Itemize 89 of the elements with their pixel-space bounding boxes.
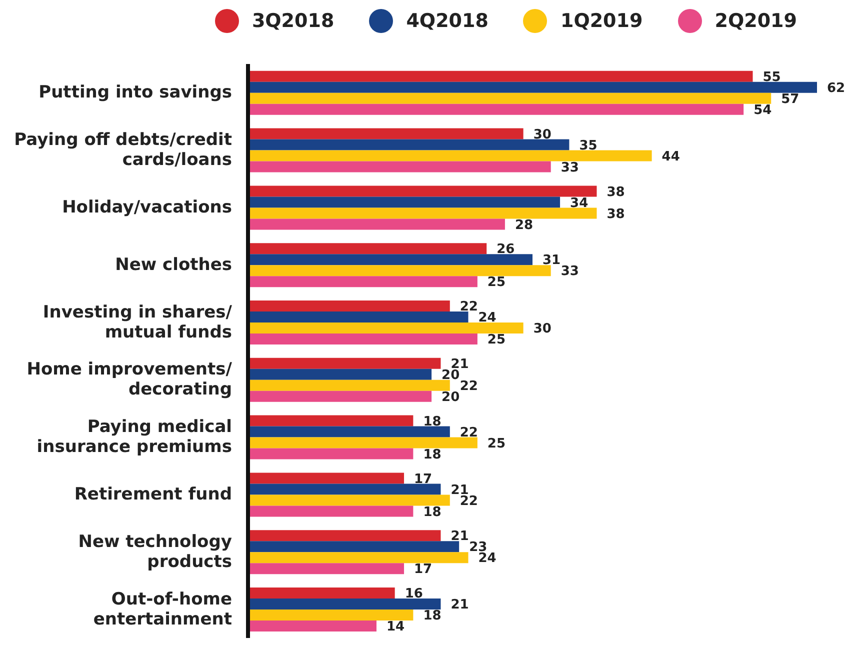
bar bbox=[248, 92, 772, 104]
data-label: 16 bbox=[404, 586, 423, 602]
bar bbox=[248, 380, 450, 391]
y-tick-label: Holiday/vacations bbox=[62, 197, 232, 218]
y-tick-label: New clothes bbox=[115, 254, 232, 275]
legend-label: 1Q2019 bbox=[560, 10, 643, 32]
bar bbox=[248, 161, 551, 172]
data-label: 35 bbox=[579, 138, 598, 154]
bar bbox=[248, 186, 597, 197]
bar bbox=[248, 541, 460, 552]
bar bbox=[248, 587, 395, 598]
data-label: 22 bbox=[460, 300, 478, 315]
y-tick-label: New technology products bbox=[78, 532, 232, 572]
data-label: 33 bbox=[560, 160, 579, 176]
data-label: 18 bbox=[423, 504, 442, 520]
data-label: 18 bbox=[423, 447, 442, 462]
bar bbox=[248, 150, 652, 162]
bar bbox=[248, 484, 441, 495]
bar bbox=[248, 415, 414, 426]
data-label: 34 bbox=[570, 196, 588, 211]
data-label: 38 bbox=[606, 206, 625, 222]
bar bbox=[248, 448, 414, 460]
bar bbox=[248, 128, 524, 140]
data-label: 18 bbox=[423, 414, 442, 430]
legend-label: 3Q2018 bbox=[252, 10, 334, 32]
data-label: 25 bbox=[487, 436, 506, 452]
bar bbox=[248, 311, 468, 322]
bar bbox=[248, 358, 441, 369]
bar bbox=[248, 506, 414, 517]
bar bbox=[248, 620, 376, 632]
data-label: 22 bbox=[460, 494, 478, 509]
data-label: 54 bbox=[754, 103, 772, 118]
data-label: 31 bbox=[542, 253, 561, 268]
bar bbox=[248, 104, 744, 115]
data-label: 14 bbox=[386, 620, 405, 635]
data-label: 62 bbox=[827, 81, 846, 96]
bar bbox=[248, 208, 597, 219]
data-label: 22 bbox=[460, 425, 478, 440]
bar bbox=[248, 196, 560, 208]
bar bbox=[248, 494, 450, 506]
y-tick-label: Out-of-home entertainment bbox=[93, 588, 232, 629]
y-tick-label: Putting into savings bbox=[38, 82, 232, 102]
bar bbox=[248, 243, 487, 254]
data-label: 21 bbox=[450, 598, 469, 613]
y-tick-label: Retirement fund bbox=[74, 484, 232, 504]
bar bbox=[248, 333, 478, 344]
data-label: 55 bbox=[762, 70, 781, 86]
data-label: 18 bbox=[423, 608, 442, 624]
legend-label: 2Q2019 bbox=[714, 10, 797, 32]
legend-label: 4Q2018 bbox=[406, 10, 488, 32]
data-label: 24 bbox=[478, 310, 496, 326]
y-tick-label: Paying off debts/credit cards/loans bbox=[14, 130, 232, 170]
data-label: 25 bbox=[487, 332, 506, 348]
bar bbox=[248, 552, 468, 564]
data-label: 21 bbox=[450, 529, 469, 544]
data-label: 33 bbox=[560, 264, 579, 280]
data-label: 26 bbox=[496, 242, 515, 258]
bar bbox=[248, 390, 432, 402]
bar bbox=[248, 437, 478, 448]
bar bbox=[248, 530, 441, 542]
y-tick-label: Paying medical insurance premiums bbox=[36, 416, 232, 457]
data-label: 38 bbox=[606, 184, 625, 200]
data-label: 17 bbox=[414, 472, 432, 487]
y-tick-label: Home improvements/ decorating bbox=[26, 359, 233, 400]
data-label: 44 bbox=[662, 149, 680, 164]
data-label: 30 bbox=[533, 127, 552, 142]
bar bbox=[248, 609, 414, 620]
bar bbox=[248, 70, 753, 82]
bar bbox=[248, 472, 404, 484]
data-label: 20 bbox=[442, 390, 460, 406]
bar bbox=[248, 276, 478, 288]
bar bbox=[248, 368, 432, 380]
data-label: 30 bbox=[533, 322, 552, 337]
bar bbox=[248, 218, 505, 230]
data-label: 22 bbox=[460, 379, 478, 394]
data-label: 25 bbox=[487, 275, 506, 290]
bar bbox=[248, 322, 524, 334]
bar bbox=[248, 265, 551, 276]
bar bbox=[248, 139, 570, 150]
bar bbox=[248, 598, 441, 610]
bar bbox=[248, 82, 817, 93]
bar bbox=[248, 300, 450, 312]
bar bbox=[248, 563, 404, 574]
data-label: 17 bbox=[414, 562, 432, 578]
bar bbox=[248, 254, 532, 266]
y-tick-label: Investing in shares/ mutual funds bbox=[42, 302, 233, 342]
data-label: 57 bbox=[781, 92, 800, 108]
bar bbox=[248, 426, 450, 438]
data-label: 28 bbox=[514, 218, 534, 233]
